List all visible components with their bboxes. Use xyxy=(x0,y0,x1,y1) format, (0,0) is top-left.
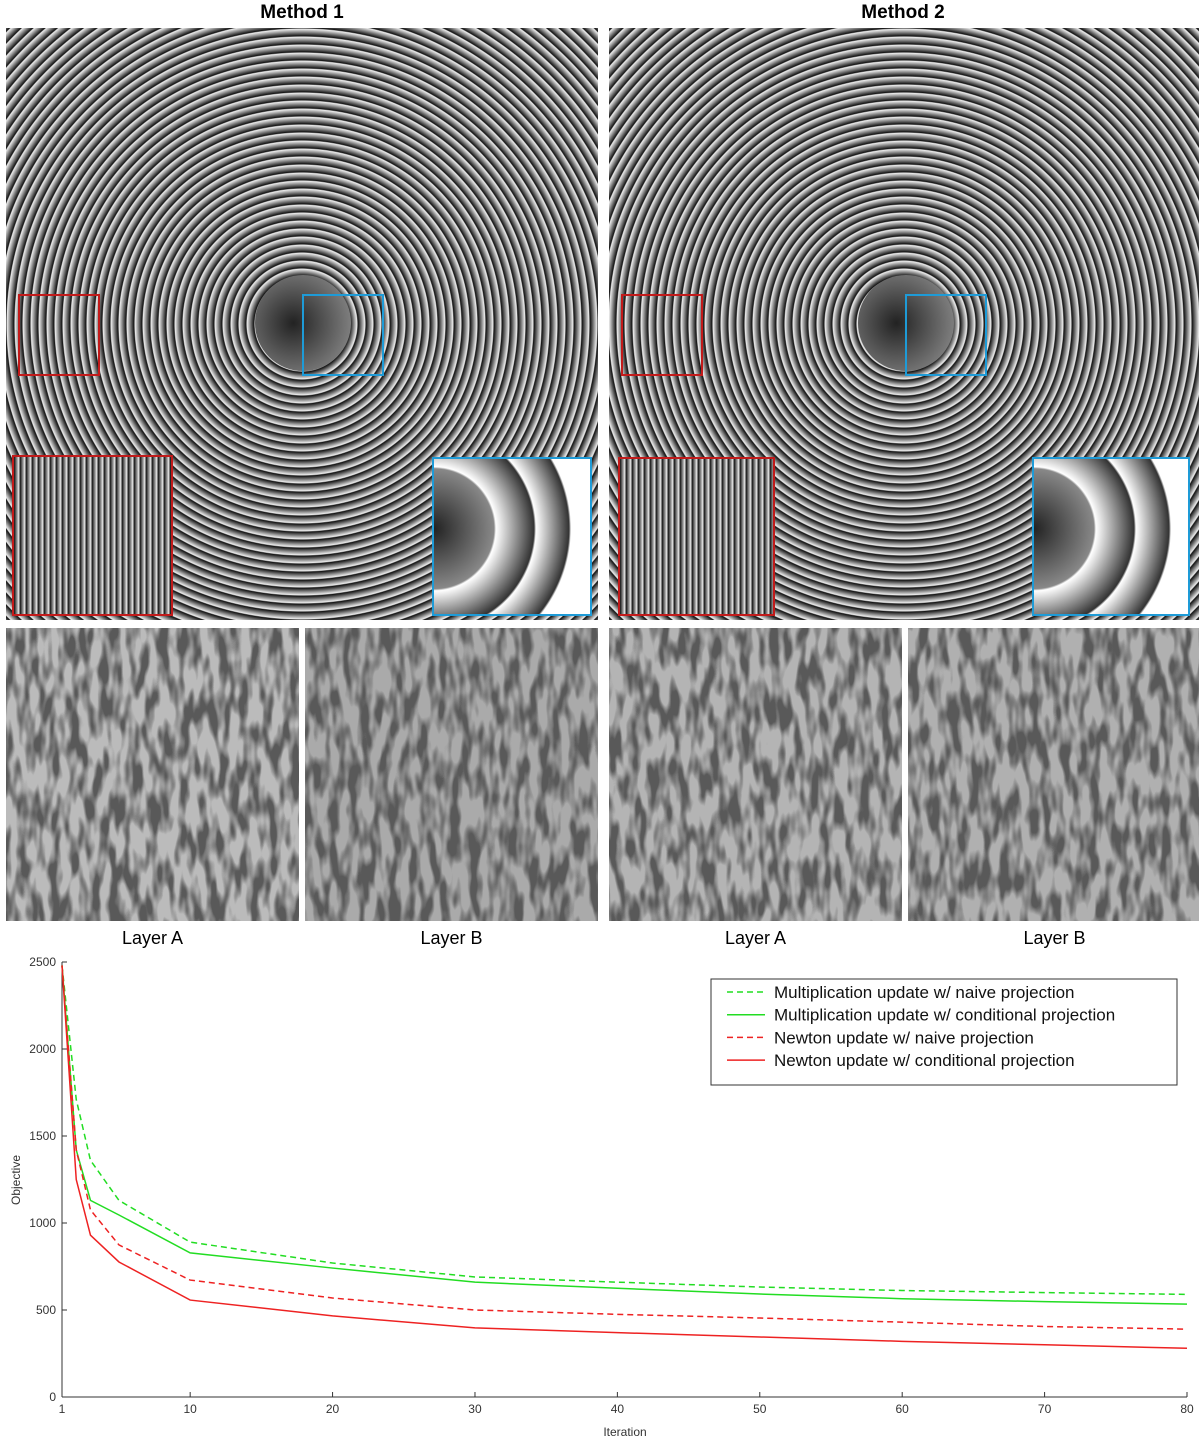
x-tick-label: 20 xyxy=(326,1402,340,1416)
chart: Objective Iteration 0 500 1000 1500 2000 2500… xyxy=(0,950,1199,1443)
zoom-region xyxy=(302,294,384,376)
layer-image xyxy=(609,628,902,921)
y-tick-label: 1000 xyxy=(29,1216,56,1230)
x-tick-label: 40 xyxy=(611,1402,625,1416)
x-tick-label: 10 xyxy=(183,1402,197,1416)
layer-image xyxy=(305,628,598,921)
layer-label: Layer A xyxy=(609,928,902,949)
layer-images xyxy=(0,628,1199,922)
zoom-inset xyxy=(1032,457,1190,616)
y-axis-label: Objective xyxy=(9,1155,23,1205)
zoom-region xyxy=(621,294,703,376)
zoom-inset xyxy=(432,457,592,616)
layer-label: Layer B xyxy=(908,928,1199,949)
zoom-region xyxy=(905,294,987,376)
layer-image xyxy=(6,628,299,921)
zoom-inset xyxy=(12,455,173,616)
fringe-image xyxy=(6,28,598,620)
layer-image xyxy=(908,628,1199,921)
x-tick-label: 30 xyxy=(468,1402,482,1416)
y-tick-label: 2000 xyxy=(29,1042,56,1056)
legend-label: Multiplication update w/ conditional pro… xyxy=(774,1006,1115,1025)
legend-label: Multiplication update w/ naive projectio… xyxy=(774,983,1075,1002)
page: Method 1 Method 2 Layer A Layer B Layer … xyxy=(0,0,1199,1443)
layer-label: Layer A xyxy=(6,928,299,949)
fringe-image xyxy=(609,28,1199,620)
x-tick-label: 60 xyxy=(896,1402,910,1416)
legend-label: Newton update w/ naive projection xyxy=(774,1028,1034,1047)
panel-title: Method 2 xyxy=(607,2,1199,24)
layer-label: Layer B xyxy=(305,928,598,949)
x-tick-label: 70 xyxy=(1038,1402,1052,1416)
y-tick-label: 2500 xyxy=(29,955,56,969)
x-axis-label: Iteration xyxy=(603,1425,646,1439)
zoom-inset xyxy=(618,457,775,616)
x-tick-label: 80 xyxy=(1180,1402,1194,1416)
panel-title: Method 1 xyxy=(6,2,598,24)
y-tick-label: 500 xyxy=(36,1303,56,1317)
y-tick-label: 0 xyxy=(49,1390,56,1404)
x-tick-label: 1 xyxy=(59,1402,66,1416)
legend-label: Newton update w/ conditional projection xyxy=(774,1051,1075,1070)
x-tick-label: 50 xyxy=(753,1402,767,1416)
y-tick-label: 1500 xyxy=(29,1129,56,1143)
zoom-region xyxy=(18,294,100,376)
